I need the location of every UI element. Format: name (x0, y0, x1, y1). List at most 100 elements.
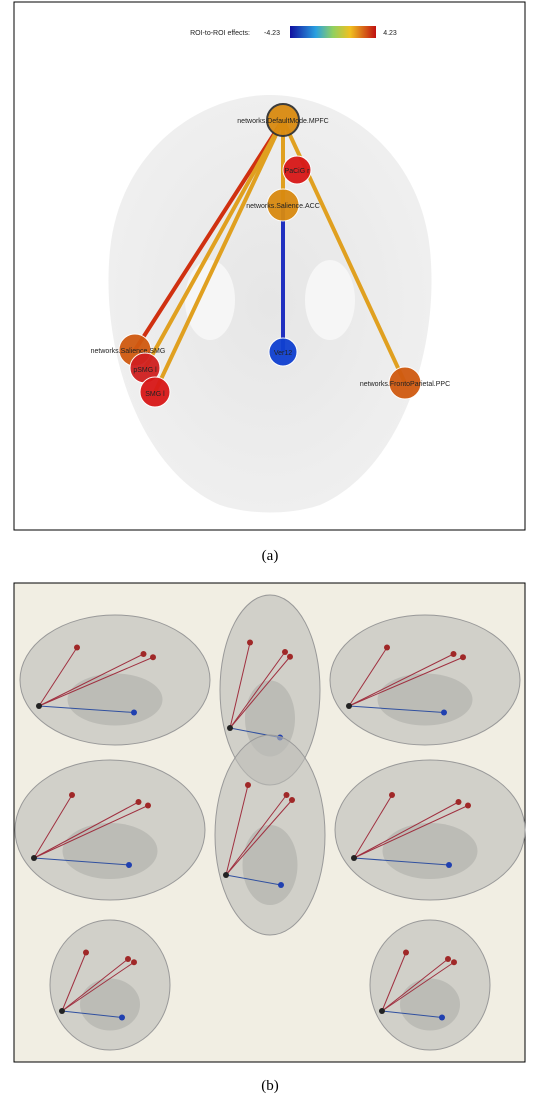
glass-inner (382, 823, 478, 879)
colorbar-max: 4.23 (383, 30, 397, 37)
glass-edge (381, 1010, 443, 1018)
glass-edge (33, 794, 73, 859)
glass-edge (229, 642, 251, 729)
glass-node (126, 862, 132, 868)
glass-inner (377, 673, 473, 726)
glass-inner (242, 825, 298, 905)
glass-edge (33, 805, 149, 859)
glass-node (450, 651, 457, 657)
glass-edge (38, 653, 144, 707)
glass-edge (225, 874, 282, 886)
glass-edge (229, 651, 286, 729)
glass-node (59, 1008, 65, 1014)
colorbar (290, 26, 376, 38)
node (388, 366, 422, 400)
glass-edge (38, 656, 154, 707)
glass-edge (381, 952, 407, 1012)
node-label: networks.Salience.SMG (91, 348, 166, 355)
glass-brains (14, 594, 526, 1051)
glass-edge (61, 958, 129, 1012)
glass-node (379, 1008, 385, 1014)
glass-node (145, 802, 151, 809)
glass-edge (229, 656, 291, 729)
glass-node (140, 651, 147, 657)
glass-node (247, 639, 253, 646)
glass-node (346, 703, 352, 709)
glass-node (439, 1014, 445, 1021)
caption-a: (a) (262, 548, 279, 564)
glass-node (455, 799, 462, 805)
glass-node (445, 956, 451, 962)
glass-edge (38, 705, 135, 713)
glass-node (150, 654, 156, 661)
glass-node (460, 654, 466, 661)
glass-node (125, 956, 131, 962)
glass-node (223, 872, 229, 878)
glass-edge (38, 647, 78, 707)
glass-edge (381, 958, 449, 1012)
node-label: pSMG l (133, 367, 157, 374)
glass-edge (225, 784, 249, 876)
glass-node (278, 882, 284, 888)
glass-inner (67, 673, 163, 726)
glass-node (446, 862, 452, 868)
node (266, 103, 300, 137)
caption-b: (b) (261, 1078, 279, 1094)
node-label: networks.DefaultMode.MPFC (237, 118, 328, 125)
glass-edge (61, 1010, 123, 1018)
glass-inner (400, 978, 460, 1031)
glass-edge (348, 656, 464, 707)
glass-node (245, 782, 251, 788)
colorbar-label: ROI-to-ROI effects: (190, 30, 250, 37)
glass-node (451, 959, 457, 966)
glass-inner (80, 978, 140, 1031)
glass-edge (33, 857, 130, 866)
glass-node (83, 949, 89, 956)
node-label: SMG l (145, 391, 165, 398)
node (266, 188, 300, 222)
glass-edge (353, 857, 450, 866)
glass-edge (225, 799, 293, 876)
colorbar-min: -4.23 (264, 30, 280, 37)
glass-node (289, 797, 295, 803)
glass-node (31, 855, 37, 861)
brain-axial (108, 95, 432, 513)
glass-node (131, 709, 137, 716)
glass-node (403, 949, 409, 956)
glass-edge (381, 961, 455, 1012)
glass-edge (225, 794, 287, 876)
glass-node (69, 792, 75, 798)
glass-edge (353, 794, 393, 859)
node-label: PaCiG r (285, 168, 311, 175)
glass-edge (33, 801, 139, 859)
node (268, 337, 298, 367)
glass-node (131, 959, 137, 966)
glass-node (119, 1014, 125, 1021)
glass-node (227, 725, 233, 731)
node-label: networks.FrontoParietal.PPC (360, 381, 450, 388)
glass-edge (348, 653, 454, 707)
node (139, 376, 171, 408)
node (282, 155, 312, 185)
glass-edge (348, 705, 445, 713)
node-label: Ver12 (274, 350, 292, 357)
glass-node (74, 644, 80, 651)
glass-node (287, 653, 293, 660)
glass-inner (62, 823, 158, 879)
glass-node (465, 802, 471, 809)
glass-node (282, 649, 288, 655)
glass-node (441, 709, 447, 716)
glass-node (384, 644, 390, 651)
glass-edge (348, 647, 388, 707)
glass-node (135, 799, 142, 805)
glass-node (283, 792, 290, 798)
glass-node (389, 792, 395, 798)
glass-node (351, 855, 357, 861)
glass-edge (353, 801, 459, 859)
glass-node (36, 703, 42, 709)
glass-edge (353, 805, 469, 859)
glass-edge (61, 961, 135, 1012)
glass-edge (61, 952, 87, 1012)
node-label: networks.Salience.ACC (246, 203, 320, 210)
